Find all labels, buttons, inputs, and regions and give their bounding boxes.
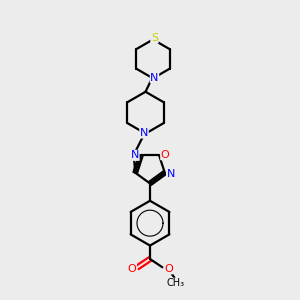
Text: N: N xyxy=(167,169,175,179)
Text: N: N xyxy=(140,128,148,138)
Text: CH₃: CH₃ xyxy=(167,278,185,288)
Text: N: N xyxy=(131,150,139,161)
Text: O: O xyxy=(164,264,173,274)
Text: O: O xyxy=(128,264,136,274)
Text: N: N xyxy=(150,73,159,83)
Text: S: S xyxy=(151,33,158,43)
Text: O: O xyxy=(161,150,170,160)
